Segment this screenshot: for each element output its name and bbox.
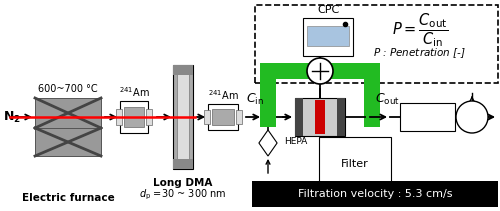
FancyBboxPatch shape xyxy=(116,109,122,125)
Text: HEPA: HEPA xyxy=(284,137,307,146)
FancyBboxPatch shape xyxy=(212,109,234,125)
FancyBboxPatch shape xyxy=(173,65,193,75)
FancyBboxPatch shape xyxy=(124,107,144,127)
Text: $d_\mathrm{p}$ =30 ~ 300 nm: $d_\mathrm{p}$ =30 ~ 300 nm xyxy=(140,188,226,202)
FancyBboxPatch shape xyxy=(146,109,152,125)
Text: Air: Air xyxy=(262,183,274,193)
FancyBboxPatch shape xyxy=(307,26,349,46)
FancyBboxPatch shape xyxy=(38,137,54,149)
Text: Electric furnace: Electric furnace xyxy=(22,193,114,203)
FancyBboxPatch shape xyxy=(35,128,101,156)
Text: MFC: MFC xyxy=(415,112,439,122)
FancyBboxPatch shape xyxy=(364,71,380,127)
FancyBboxPatch shape xyxy=(295,98,345,136)
Circle shape xyxy=(456,101,488,133)
FancyBboxPatch shape xyxy=(204,110,210,124)
Text: ─────: ───── xyxy=(322,46,334,50)
Text: CPC: CPC xyxy=(317,5,339,15)
FancyBboxPatch shape xyxy=(260,63,380,79)
FancyBboxPatch shape xyxy=(177,73,189,161)
FancyBboxPatch shape xyxy=(35,128,101,156)
Text: $C_\mathrm{out}$: $C_\mathrm{out}$ xyxy=(375,92,400,107)
FancyBboxPatch shape xyxy=(173,159,193,169)
FancyBboxPatch shape xyxy=(337,98,345,136)
Text: $\mathbf{N_2}$: $\mathbf{N_2}$ xyxy=(3,110,21,124)
FancyBboxPatch shape xyxy=(303,18,353,56)
Text: $P$ : Penetration [-]: $P$ : Penetration [-] xyxy=(374,46,466,60)
Text: $^{241}$Am: $^{241}$Am xyxy=(118,85,150,99)
Text: $^{241}$Am: $^{241}$Am xyxy=(208,88,238,102)
Text: $C_\mathrm{in}$: $C_\mathrm{in}$ xyxy=(246,92,264,107)
Text: Long DMA: Long DMA xyxy=(154,178,212,188)
FancyBboxPatch shape xyxy=(400,103,455,131)
FancyBboxPatch shape xyxy=(252,181,498,207)
Circle shape xyxy=(307,58,333,84)
FancyBboxPatch shape xyxy=(236,110,242,124)
FancyBboxPatch shape xyxy=(173,65,193,169)
FancyBboxPatch shape xyxy=(295,98,303,136)
FancyBboxPatch shape xyxy=(315,100,325,134)
FancyBboxPatch shape xyxy=(120,101,148,133)
FancyBboxPatch shape xyxy=(57,137,97,145)
FancyBboxPatch shape xyxy=(260,71,276,127)
Text: 600~700 °C: 600~700 °C xyxy=(38,84,98,94)
FancyBboxPatch shape xyxy=(208,104,238,130)
Polygon shape xyxy=(259,130,277,156)
Text: Filter: Filter xyxy=(320,140,369,169)
FancyBboxPatch shape xyxy=(35,98,101,128)
Text: Filtration velocity : 5.3 cm/s: Filtration velocity : 5.3 cm/s xyxy=(298,189,452,199)
Text: $P = \dfrac{C_\mathrm{out}}{C_\mathrm{in}}$: $P = \dfrac{C_\mathrm{out}}{C_\mathrm{in… xyxy=(392,11,448,49)
